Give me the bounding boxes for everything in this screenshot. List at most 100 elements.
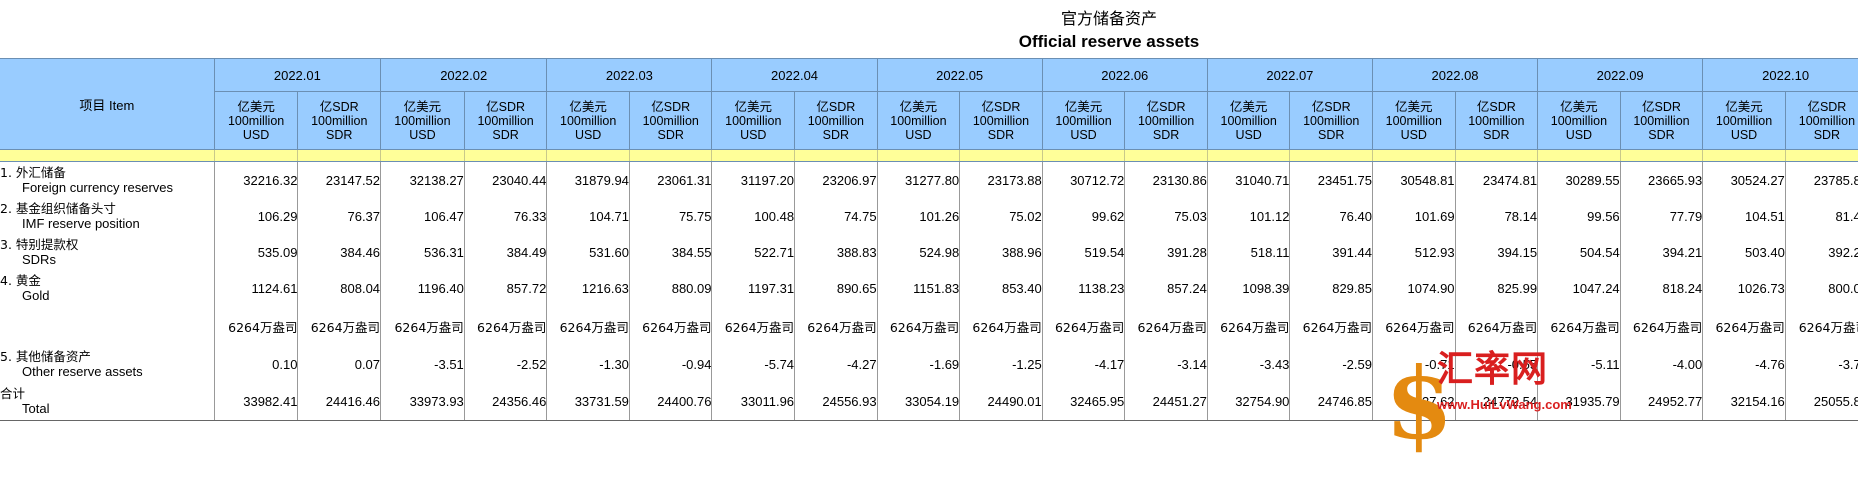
gold-ounces-cell: 6264万盎司 [213, 306, 298, 346]
value-cell: 31040.71 [1206, 161, 1290, 198]
value-cell: 33973.93 [380, 382, 465, 421]
unit-line: 100million [642, 113, 699, 128]
spacer-cell [380, 149, 465, 162]
row-label: 5. 其他储备资产 Other reserve assets [0, 346, 214, 382]
value-cell: 384.46 [297, 234, 381, 270]
month-header: 2022.10 [1702, 58, 1858, 92]
value-cell: -4.17 [1041, 346, 1125, 382]
unit-line: USD [1565, 127, 1593, 142]
month-header: 2022.01 [213, 58, 381, 92]
gold-ounces-cell: 6264万盎司 [1124, 306, 1208, 346]
value-cell: 31277.80 [876, 161, 960, 198]
month-header: 2022.09 [1537, 58, 1703, 92]
value-cell: 1151.83 [876, 270, 960, 306]
value-cell: 30548.81 [1371, 161, 1456, 198]
unit-header-usd: 亿美元 100million USD [876, 91, 960, 150]
value-cell: 23061.31 [628, 161, 712, 198]
value-cell: 394.15 [1454, 234, 1538, 270]
value-cell: 31935.79 [1537, 382, 1621, 421]
value-cell: 24490.01 [959, 382, 1043, 421]
value-cell: 1047.24 [1537, 270, 1621, 306]
gold-ounces-cell: 6264万盎司 [628, 306, 712, 346]
table-row: 1. 外汇储备 Foreign currency reserves 32216.32… [0, 161, 1858, 198]
value-cell: 23451.75 [1289, 161, 1373, 198]
value-cell: 24746.85 [1289, 382, 1373, 421]
unit-line: 100million [1468, 113, 1525, 128]
spacer-cell [794, 149, 878, 162]
spacer-cell [1784, 149, 1858, 162]
value-cell: 394.21 [1619, 234, 1703, 270]
unit-line: 亿SDR [1642, 99, 1681, 114]
unit-line: 100million [1220, 113, 1277, 128]
value-cell: -1.69 [876, 346, 960, 382]
unit-line: 100million [1798, 113, 1856, 128]
spacer-cell [1206, 149, 1290, 162]
value-cell: 30289.55 [1537, 161, 1621, 198]
row-label-cn: 4. 黄金 [0, 273, 41, 288]
row-label-en: Other reserve assets [22, 364, 143, 379]
value-cell: 81.44 [1784, 198, 1858, 234]
value-cell: 25055.85 [1784, 382, 1858, 421]
value-cell: -0.71 [1371, 346, 1456, 382]
spacer-cell [628, 149, 712, 162]
value-cell: 24400.76 [628, 382, 712, 421]
value-cell: 32237.62 [1371, 382, 1456, 421]
value-cell: 101.12 [1206, 198, 1290, 234]
spacer-cell [1041, 149, 1125, 162]
value-cell: 33054.19 [876, 382, 960, 421]
value-cell: 1098.39 [1206, 270, 1290, 306]
row-label-cn: 合计 [0, 386, 26, 401]
spacer-cell [0, 149, 215, 162]
gold-ounces-cell: 6264万盎司 [297, 306, 381, 346]
spacer-cell [1454, 149, 1538, 162]
unit-line: 100million [477, 113, 534, 128]
unit-header-sdr: 亿SDR 100million SDR [628, 91, 712, 150]
value-cell: -4.27 [794, 346, 878, 382]
gold-ounces-cell: 6264万盎司 [1206, 306, 1290, 346]
unit-line: 100million [394, 113, 451, 128]
unit-line: USD [1400, 127, 1427, 142]
value-cell: 100.48 [711, 198, 795, 234]
gold-ounces-cell: 6264万盎司 [711, 306, 795, 346]
watermark-logo-icon: $ [1385, 347, 1454, 462]
value-cell: 800.07 [1784, 270, 1858, 306]
row-label-cn: 1. 外汇储备 [0, 165, 66, 180]
reserve-assets-table: 项目 Item 2022.01 2022.02 2022.03 2022.04 2022.… [0, 58, 1858, 421]
value-cell: -5.11 [1537, 346, 1621, 382]
unit-line: SDR [1318, 127, 1345, 142]
value-cell: 512.93 [1371, 234, 1456, 270]
value-cell: -3.51 [380, 346, 465, 382]
watermark: $ 汇率网 www.HuiLvWang.com [1385, 345, 1572, 477]
unit-line: SDR [1648, 127, 1675, 142]
value-cell: 818.24 [1619, 270, 1703, 306]
value-cell: 23173.88 [959, 161, 1043, 198]
value-cell: 76.40 [1289, 198, 1373, 234]
unit-line: SDR [492, 127, 519, 142]
spacer-cell [297, 149, 381, 162]
unit-header-usd: 亿美元 100million USD [1702, 91, 1786, 150]
value-cell: 24952.77 [1619, 382, 1703, 421]
unit-header-sdr: 亿SDR 100million SDR [1619, 91, 1703, 150]
unit-header-sdr: 亿SDR 100million SDR [959, 91, 1043, 150]
value-cell: -3.43 [1206, 346, 1290, 382]
unit-line: SDR [822, 127, 850, 142]
unit-line: 亿美元 [1064, 99, 1103, 114]
spacer-cell [876, 149, 960, 162]
value-cell: 518.11 [1206, 234, 1290, 270]
value-cell: -4.76 [1702, 346, 1786, 382]
value-cell: 33011.96 [711, 382, 795, 421]
unit-line: SDR [326, 127, 353, 142]
unit-line: USD [1235, 127, 1262, 142]
gold-ounces-cell: 6264万盎司 [1289, 306, 1373, 346]
unit-line: 100million [1633, 113, 1690, 128]
title-chinese: 官方储备资产 [1060, 9, 1157, 28]
unit-header-sdr: 亿SDR 100million SDR [297, 91, 381, 150]
value-cell: 101.69 [1371, 198, 1456, 234]
value-cell: 24556.93 [794, 382, 878, 421]
unit-line: 亿SDR [1807, 99, 1847, 114]
row-label: 3. 特别提款权 SDRs [0, 234, 214, 270]
value-cell: -2.52 [463, 346, 547, 382]
gold-ounces-cell: 6264万盎司 [876, 306, 960, 346]
unit-header-usd: 亿美元 100million USD [1371, 91, 1456, 150]
unit-line: 亿SDR [1146, 99, 1186, 114]
